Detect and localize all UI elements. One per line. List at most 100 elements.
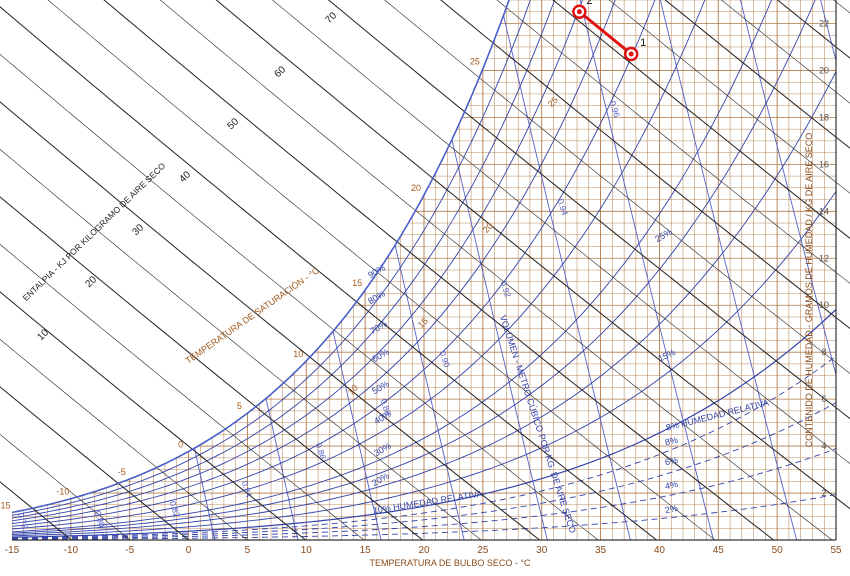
rh-label: 60% — [370, 347, 391, 365]
chart-labels: 10203040506070-15-10-5051015202510152025… — [0, 10, 679, 531]
rh-low-label: 6% — [664, 455, 679, 467]
enthalpy-line — [0, 243, 365, 541]
saturation-tick-label: 20 — [411, 183, 421, 193]
state-point-label: 1 — [640, 37, 646, 49]
rh-curve — [12, 191, 836, 537]
rh-curve — [12, 0, 554, 516]
rh-curve — [12, 494, 836, 540]
rh-curve — [12, 0, 796, 533]
volume-line — [483, 0, 631, 541]
x-tick-label: 5 — [245, 545, 251, 556]
volume-line — [84, 0, 216, 541]
saturation-tick-label: 15 — [352, 278, 362, 288]
enthalpy-line — [0, 101, 540, 541]
rh-label: 25% — [653, 227, 674, 245]
rh-label-right: 8% HUMEDAD RELATIVA — [665, 397, 770, 432]
y-tick-label: 20 — [819, 65, 829, 75]
x-tick-label: 0 — [186, 545, 192, 556]
x-tick-label: 45 — [713, 545, 725, 556]
volume-tick-label: 0.82 — [168, 500, 183, 519]
enthalpy-tick-label: 60 — [272, 64, 288, 80]
saturation-line — [11, 0, 510, 514]
state-point-center — [628, 51, 634, 57]
enthalpy-line — [0, 386, 189, 541]
x-tick-label: -5 — [125, 545, 134, 556]
saturation-curve — [11, 0, 510, 514]
state-point-label: 2 — [586, 0, 592, 7]
state-point-center — [576, 9, 582, 15]
y-tick-label: 16 — [819, 159, 829, 169]
volume-tick-label: 0.86 — [314, 442, 329, 461]
enthalpy-tick-label: 30 — [130, 222, 146, 238]
enthalpy-tick-label: 40 — [177, 169, 193, 185]
wet-bulb-label: 15 — [416, 316, 430, 330]
rh-low-label: 8% — [664, 435, 679, 447]
y-tick-label: 14 — [819, 206, 829, 216]
saturation-tick-label: 10 — [293, 349, 303, 359]
enthalpy-line — [0, 196, 423, 541]
rh-curve — [12, 355, 836, 539]
saturation-tick-label: -5 — [118, 467, 126, 477]
enthalpy-line — [272, 0, 850, 465]
volume-tick-label: 0.78 — [16, 512, 31, 531]
y-tick-label: 18 — [819, 112, 829, 122]
volume-tick-label: 0.84 — [240, 480, 255, 499]
x-tick-label: 40 — [654, 545, 666, 556]
enthalpy-line — [0, 54, 599, 541]
y-tick-label: 10 — [819, 300, 829, 310]
saturation-tick-label: -10 — [56, 487, 69, 497]
x-tick-label: 30 — [536, 545, 548, 556]
rh-label: 20% — [370, 471, 391, 489]
saturation-tick-label: 0 — [178, 439, 183, 449]
x-tick-label: 25 — [477, 545, 489, 556]
volume-tick-label: 0.80 — [93, 510, 108, 529]
wet-bulb-label: 25 — [546, 95, 560, 109]
process-line — [578, 10, 633, 56]
enthalpy-line — [0, 338, 248, 541]
enthalpy-line — [0, 433, 131, 541]
grid-lines — [12, 0, 836, 541]
rh-curve — [12, 0, 578, 519]
enthalpy-tick-label: 70 — [323, 10, 339, 26]
x-tick-label: 50 — [772, 545, 784, 556]
volume-line — [802, 0, 836, 541]
process-line-group: 12 — [572, 0, 646, 62]
enthalpy-line — [0, 6, 657, 541]
saturation-tick-label: -15 — [0, 500, 11, 510]
enthalpy-tick-label: 20 — [83, 274, 99, 290]
rh-label: 70% — [368, 319, 389, 337]
enthalpy-line — [440, 0, 850, 330]
volume-tick-label: 0.94 — [556, 198, 571, 217]
rh-curve — [12, 0, 731, 530]
enthalpy-line — [103, 0, 774, 541]
rh-curve — [12, 0, 607, 522]
enthalpy-line — [215, 0, 850, 510]
rh-curve — [12, 309, 836, 538]
y-tick-label: 6 — [821, 394, 826, 404]
x-tick-label: -15 — [5, 545, 20, 556]
enthalpy-lines — [0, 0, 850, 541]
y-axis-label: CONTENIDO DE HUMEDAD - GRAMOS DE HUMEDAD… — [804, 133, 814, 448]
enthalpy-line — [47, 0, 716, 541]
enthalpy-line — [552, 0, 850, 239]
y-tick-label: 8 — [821, 347, 826, 357]
volume-line — [164, 0, 299, 541]
rh-label: 50% — [370, 379, 391, 397]
enthalpy-line — [327, 0, 850, 420]
rh-curve — [12, 0, 637, 524]
enthalpy-line — [496, 0, 850, 284]
saturation-tick-label: 25 — [470, 57, 480, 67]
volume-tick-label: 0.88 — [379, 398, 394, 417]
enthalpy-line — [0, 148, 482, 541]
enthalpy-tick-label: 50 — [225, 116, 241, 132]
y-tick-label: 2 — [821, 488, 826, 498]
rh-curve — [12, 0, 678, 527]
enthalpy-tick-label: 10 — [35, 327, 51, 343]
x-tick-label: 20 — [418, 545, 430, 556]
rh-curve — [12, 0, 836, 534]
x-tick-label: 55 — [830, 545, 842, 556]
volume-tick-label: 0.92 — [499, 280, 514, 299]
volume-tick-label: 0.90 — [438, 350, 453, 369]
